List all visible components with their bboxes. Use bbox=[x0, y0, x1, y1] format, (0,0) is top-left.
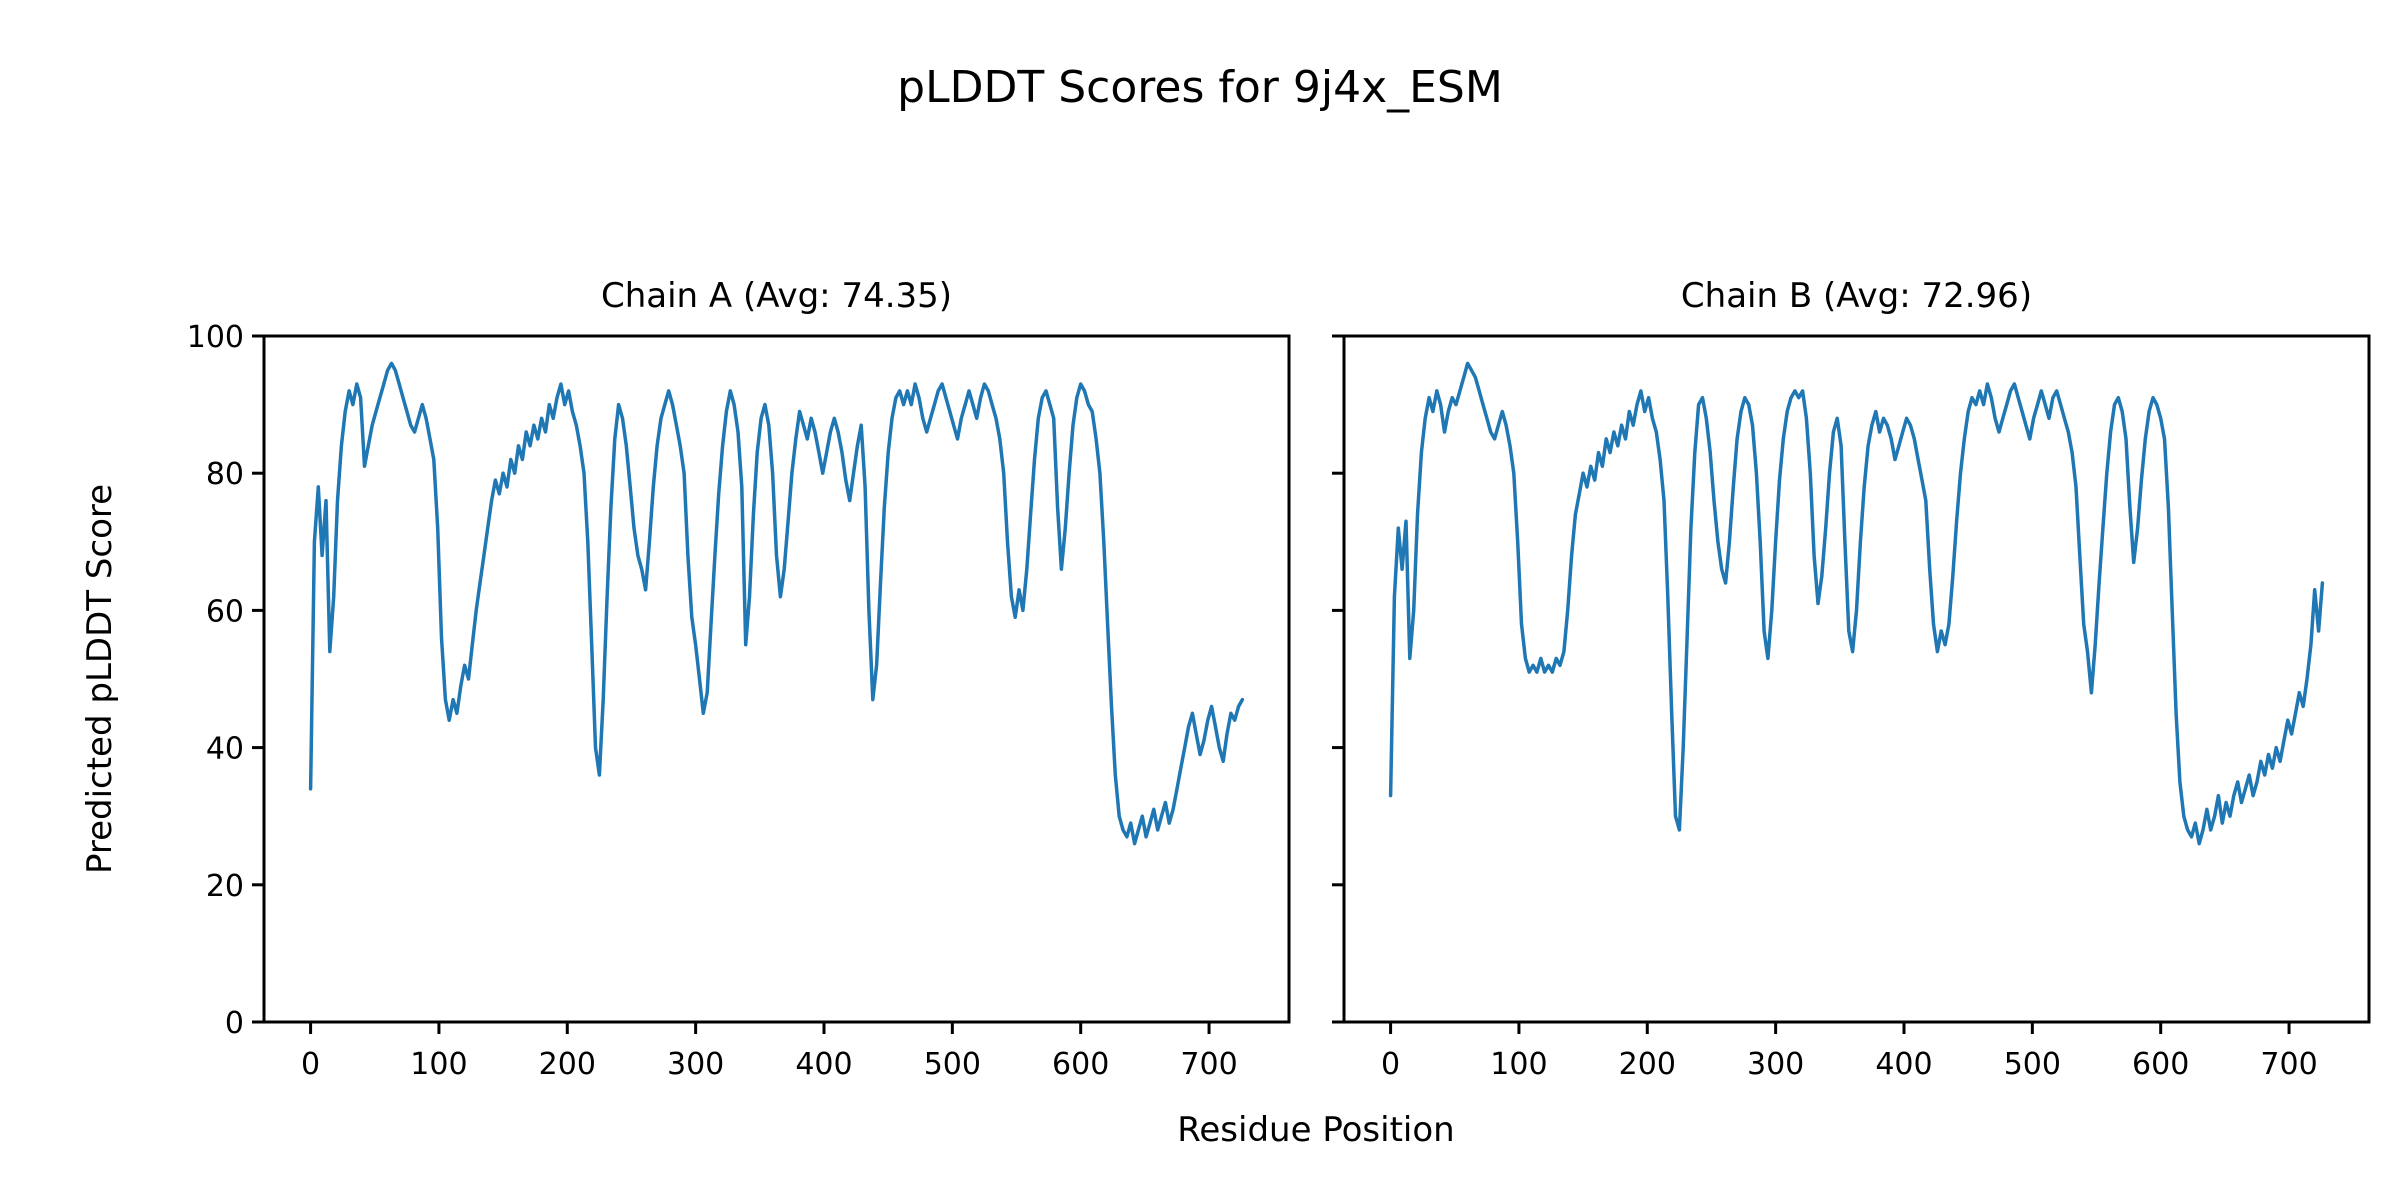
x-tick-label: 700 bbox=[2260, 1047, 2317, 1082]
chain-a-line bbox=[308, 361, 1245, 846]
x-tick-label: 200 bbox=[1619, 1047, 1676, 1082]
y-tick-label: 40 bbox=[206, 732, 244, 767]
chain-a-spines bbox=[262, 334, 1291, 1024]
x-tick-label: 500 bbox=[924, 1047, 981, 1082]
y-axis-label: Predicted pLDDT Score bbox=[80, 483, 120, 875]
y-tick-label: 80 bbox=[206, 457, 244, 492]
figure-title: pLDDT Scores for 9j4x_ESM bbox=[897, 62, 1503, 113]
y-tick-label: 0 bbox=[225, 1006, 244, 1041]
y-tick-label: 60 bbox=[206, 594, 244, 629]
y-tick-label: 20 bbox=[206, 869, 244, 904]
x-tick-label: 600 bbox=[1052, 1047, 1109, 1082]
x-tick-label: 600 bbox=[2132, 1047, 2189, 1082]
x-tick-label: 300 bbox=[667, 1047, 724, 1082]
chain-b-line bbox=[1388, 361, 2325, 846]
x-tick-label: 100 bbox=[1490, 1047, 1547, 1082]
y-tick-label: 100 bbox=[187, 320, 244, 355]
x-tick-label: 100 bbox=[410, 1047, 467, 1082]
x-axis-label: Residue Position bbox=[1177, 1110, 1455, 1150]
chain-a-title: Chain A (Avg: 74.35) bbox=[600, 276, 953, 316]
x-tick-label: 400 bbox=[1875, 1047, 1932, 1082]
chain-b-spines bbox=[1342, 334, 2371, 1024]
chain-b-title: Chain B (Avg: 72.96) bbox=[1680, 276, 2033, 316]
chain-a-axes: 0 100 200 300 400 500 600 700 0 20 40 60 80 100 bbox=[187, 320, 1291, 1082]
chain-b-axes: 0 100 200 300 400 500 600 700 bbox=[1332, 334, 2371, 1082]
x-tick-label: 500 bbox=[2004, 1047, 2061, 1082]
x-tick-label: 700 bbox=[1180, 1047, 1237, 1082]
x-tick-label: 200 bbox=[539, 1047, 596, 1082]
x-tick-label: 400 bbox=[795, 1047, 852, 1082]
x-tick-label: 300 bbox=[1747, 1047, 1804, 1082]
x-tick-label: 0 bbox=[1381, 1047, 1400, 1082]
x-tick-label: 0 bbox=[301, 1047, 320, 1082]
